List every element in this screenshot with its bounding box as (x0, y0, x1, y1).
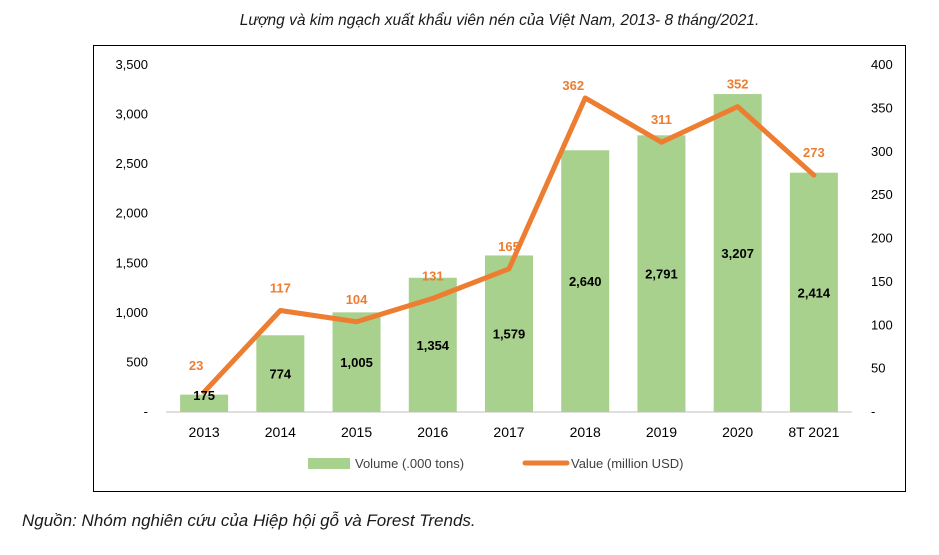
volume-bar-label: 175 (193, 388, 215, 403)
legend-label-volume: Volume (.000 tons) (355, 456, 464, 471)
volume-bar (789, 172, 838, 412)
chart-caption: Lượng và kim ngạch xuất khẩu viên nén củ… (239, 12, 760, 29)
value-line-label: 117 (270, 281, 291, 296)
x-tick-label: 2016 (417, 424, 448, 440)
chart-frame (93, 45, 906, 492)
x-tick-label: 2020 (722, 424, 753, 440)
x-tick-label: 8T 2021 (788, 424, 839, 440)
y-right-tick-label: - (871, 404, 875, 419)
x-tick-label: 2017 (493, 424, 524, 440)
value-line-label: 131 (422, 268, 444, 283)
y-left-tick-label: 1,500 (115, 255, 148, 270)
value-line-label: 23 (189, 358, 203, 373)
value-line-label: 273 (803, 145, 825, 160)
y-left-tick-label: 3,500 (115, 57, 148, 72)
volume-bar-label: 1,579 (493, 327, 526, 342)
y-left-tick-label: 500 (126, 354, 148, 369)
volume-bar-label: 774 (269, 367, 291, 382)
y-right-tick-label: 250 (871, 187, 893, 202)
y-right-tick-label: 350 (871, 100, 893, 115)
legend-label-value: Value (million USD) (571, 456, 683, 471)
y-left-tick-label: - (144, 404, 148, 419)
volume-bar (332, 312, 381, 412)
volume-bar (180, 394, 229, 412)
y-right-tick-label: 300 (871, 144, 893, 159)
x-tick-label: 2014 (265, 424, 296, 440)
value-line-label: 311 (651, 112, 672, 127)
y-right-tick-label: 50 (871, 361, 885, 376)
value-line-label: 165 (498, 239, 520, 254)
volume-bar-label: 3,207 (721, 246, 754, 261)
x-tick-label: 2013 (189, 424, 220, 440)
y-right-tick-label: 150 (871, 274, 893, 289)
volume-bar (256, 335, 305, 412)
volume-bar-label: 2,640 (569, 274, 602, 289)
y-left-tick-label: 2,500 (115, 156, 148, 171)
volume-bar (485, 255, 533, 412)
volume-bar (713, 94, 762, 412)
y-left-tick-label: 2,000 (115, 206, 148, 221)
y-right-tick-label: 100 (871, 317, 893, 332)
volume-bar-label: 2,414 (798, 285, 831, 300)
legend-swatch-volume (308, 458, 350, 469)
volume-bar-label: 2,791 (645, 267, 678, 282)
y-right-tick-label: 200 (871, 231, 893, 246)
x-tick-label: 2019 (646, 424, 677, 440)
volume-bar (561, 150, 610, 412)
y-left-tick-label: 3,000 (115, 107, 148, 122)
value-line-label: 104 (346, 292, 368, 307)
volume-bar-label: 1,005 (340, 355, 373, 370)
y-left-tick-label: 1,000 (115, 305, 148, 320)
volume-bar-label: 1,354 (417, 338, 450, 353)
volume-bar (637, 135, 686, 412)
y-right-tick-label: 400 (871, 57, 893, 72)
source-note: Nguồn: Nhóm nghiên cứu của Hiệp hội gỗ v… (22, 511, 476, 530)
value-line-label: 362 (562, 78, 584, 93)
x-tick-label: 2015 (341, 424, 372, 440)
x-tick-label: 2018 (570, 424, 601, 440)
value-line-label: 352 (727, 77, 749, 92)
value-line (201, 95, 817, 395)
